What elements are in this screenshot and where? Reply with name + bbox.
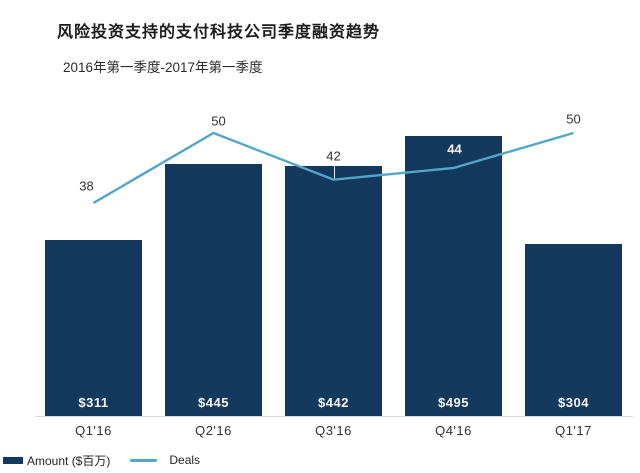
amount-value-label: $311 <box>78 395 109 411</box>
deals-value-label-Q1'16: 38 <box>79 178 94 194</box>
amount-value-label: $495 <box>438 395 469 411</box>
amount-bar-Q1'16: $311 <box>45 240 142 417</box>
chart-subtitle: 2016年第一季度-2017年第一季度 <box>63 60 263 75</box>
amount-bar-Q3'16: $442 <box>285 166 382 417</box>
x-axis-label-Q1'16: Q1'16 <box>75 423 112 438</box>
deals-legend-label: Deals <box>169 453 201 467</box>
chart-title: 风险投资支持的支付科技公司季度融资趋势 <box>57 24 381 41</box>
x-axis-label-Q4'16: Q4'16 <box>435 423 472 438</box>
amount-value-label: $445 <box>198 395 229 411</box>
deals-value-label-Q4'16: 44 <box>447 141 462 157</box>
deals-value-label-Q3'16: 42 <box>326 148 341 164</box>
amount-bar-Q1'17: $304 <box>525 244 622 417</box>
x-axis-label-Q3'16: Q3'16 <box>315 423 352 438</box>
deals-value-label-Q1'17: 50 <box>566 111 581 127</box>
deals-series-swatch <box>130 458 158 462</box>
amount-bar-Q2'16: $445 <box>165 164 262 417</box>
deals-value-label-Q2'16: 50 <box>211 113 226 129</box>
amount-bar-Q4'16: $495 <box>405 136 502 417</box>
amount-series-swatch <box>3 456 23 464</box>
x-axis-line <box>35 416 633 417</box>
legend: Amount ($百万) Deals <box>3 452 200 468</box>
amount-value-label: $442 <box>318 395 349 411</box>
x-axis-label-Q1'17: Q1'17 <box>555 423 592 438</box>
amount-legend-label: Amount ($百万) <box>27 453 111 468</box>
x-axis-label-Q2'16: Q2'16 <box>195 423 232 438</box>
amount-value-label: $304 <box>558 395 589 411</box>
